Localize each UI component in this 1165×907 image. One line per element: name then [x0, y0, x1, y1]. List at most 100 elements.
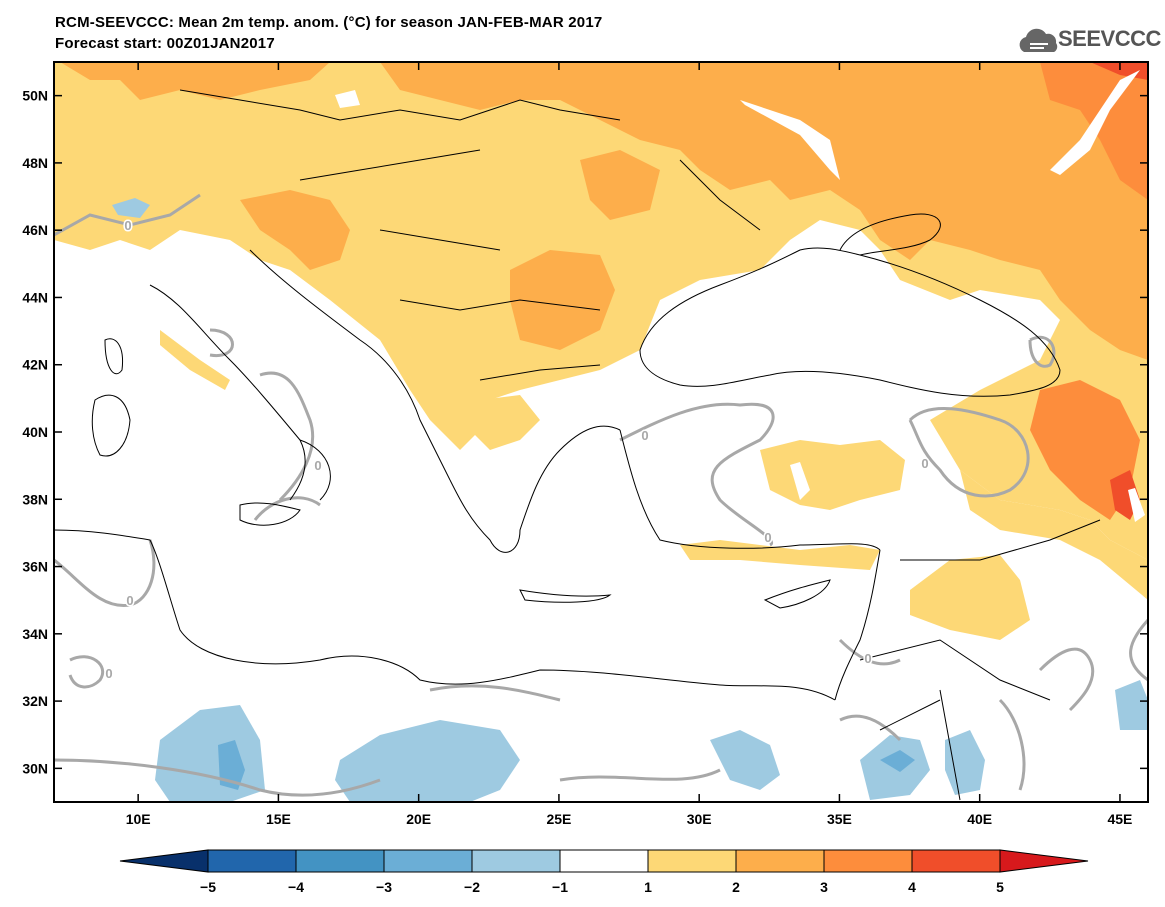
- lat-tick-label: 30N: [22, 760, 48, 776]
- longitude-axis: 10E 15E 20E 25E 30E 35E 40E 45E: [126, 62, 1132, 827]
- sicily: [239, 502, 301, 526]
- lat-tick-label: 38N: [22, 491, 48, 507]
- zero-contour-label: 0: [126, 593, 133, 608]
- zero-contour-sicily: [253, 496, 321, 521]
- colorbar: −5 −4 −3 −2 −1 1 2 3 4 5: [119, 849, 1089, 895]
- zero-contour-tyrrhenian: [259, 371, 315, 502]
- colorbar-label: −1: [552, 879, 568, 895]
- seevccc-cloud-logo-icon: [1019, 28, 1058, 52]
- anomaly-zone-2-3-north: [380, 62, 1148, 360]
- coastline-borders: [54, 89, 1101, 801]
- anomaly-zone-2-3-ukraine: [580, 150, 660, 220]
- azov-coast: [839, 213, 941, 256]
- latitude-axis: 50N 48N 46N 44N 42N 40N 38N 36N 34N 32N 30N: [22, 88, 1148, 776]
- zero-contour-africa-west: [54, 539, 156, 607]
- zero-contour-label: 0: [764, 530, 771, 545]
- colorbar-swatch: [471, 849, 561, 873]
- anomaly-zone-1-2-greece: [470, 395, 540, 450]
- anomaly-zone-2-3-west: [60, 62, 330, 100]
- anomaly-zone-neg-libya-core: [218, 740, 245, 790]
- anomaly-zone-neg-iran: [1115, 680, 1148, 730]
- colorbar-max-arrow: [999, 849, 1089, 873]
- anomaly-zone-neg-libya-east: [335, 720, 520, 802]
- lat-tick-label: 48N: [22, 155, 48, 171]
- zero-contour-tunisia: [68, 655, 105, 689]
- zero-contour-labels: 0 0 0 0 0 0 0 0: [104, 217, 930, 683]
- zero-contour-label: 0: [124, 218, 131, 233]
- colorbar-swatch: [295, 849, 385, 873]
- colorbar-swatch: [559, 849, 649, 873]
- zero-contour-label: 0: [921, 456, 928, 471]
- greece-coast: [449, 425, 621, 553]
- zero-contour-egypt: [429, 684, 721, 782]
- colorbar-label: −2: [464, 879, 480, 895]
- anomaly-zone-1-2-anatolia: [760, 440, 905, 510]
- zero-contour-blacksea: [1028, 336, 1056, 368]
- lon-tick-label: 45E: [1107, 811, 1132, 827]
- colorbar-label: 3: [820, 879, 828, 895]
- lon-tick-label: 15E: [266, 811, 291, 827]
- ukraine-streak: [740, 100, 840, 180]
- levant-coast: [834, 549, 881, 701]
- lon-tick-label: 40E: [967, 811, 992, 827]
- lat-tick-label: 36N: [22, 559, 48, 575]
- zero-contour-levant: [838, 638, 1095, 712]
- colorbar-label: 2: [732, 879, 740, 895]
- colorbar-label: 5: [996, 879, 1004, 895]
- colorbar-swatch: [735, 849, 825, 873]
- map-title: RCM-SEEVCCC: Mean 2m temp. anom. (°C) fo…: [55, 14, 603, 31]
- white-cutouts: [335, 70, 1145, 522]
- colorbar-label: −5: [200, 879, 216, 895]
- colorbar-swatch: [823, 849, 913, 873]
- zero-contour-label: 0: [314, 458, 321, 473]
- anomaly-zone-1-2-turkey: [960, 470, 1148, 600]
- lon-tick-label: 20E: [406, 811, 431, 827]
- armenia-patch: [1128, 488, 1145, 522]
- colorbar-label: −4: [288, 879, 304, 895]
- colorbar-swatch: [647, 849, 737, 873]
- north-africa-coast: [54, 529, 836, 701]
- lat-tick-label: 50N: [22, 88, 48, 104]
- zero-contour-arabia: [839, 698, 1026, 791]
- borders-europe: [179, 89, 761, 381]
- lat-tick-label: 34N: [22, 626, 48, 642]
- lon-tick-label: 30E: [687, 811, 712, 827]
- anomaly-zone-2-3-croatia: [240, 190, 350, 270]
- anomaly-fill-layer: [54, 62, 1148, 802]
- colorbar-swatch: [911, 849, 1001, 873]
- anomaly-zone-2-3-romania: [510, 250, 615, 350]
- colorbar-label: 1: [644, 879, 652, 895]
- zero-contour-iran: [1129, 618, 1148, 682]
- anomaly-zone-1-2-syria: [910, 555, 1030, 640]
- zero-contour-label: 0: [641, 428, 648, 443]
- russia-streak: [1050, 70, 1140, 175]
- corsica: [104, 338, 124, 375]
- anomaly-zone-neg-arabia-core: [880, 750, 915, 772]
- lat-tick-label: 44N: [22, 289, 48, 305]
- lat-tick-label: 46N: [22, 222, 48, 238]
- anomaly-zone-neg-iraq: [945, 730, 985, 795]
- forecast-start-label: Forecast start: 00Z01JAN2017: [55, 35, 275, 52]
- zero-contour-north: [54, 193, 201, 237]
- colorbar-label: −3: [376, 879, 392, 895]
- lat-tick-label: 42N: [22, 357, 48, 373]
- zero-contour-lines: [54, 193, 1148, 797]
- lat-tick-label: 32N: [22, 693, 48, 709]
- zero-contour-libya-south: [54, 758, 381, 797]
- zero-contour-anatolia: [619, 402, 775, 547]
- anomaly-zone-neg-alps: [112, 198, 150, 218]
- crete: [519, 589, 612, 603]
- adriatic-east-coast: [249, 249, 451, 481]
- lon-tick-label: 35E: [827, 811, 852, 827]
- colorbar-swatch: [383, 849, 473, 873]
- cyprus: [763, 579, 831, 609]
- lat-tick-label: 40N: [22, 424, 48, 440]
- lon-tick-label: 10E: [126, 811, 151, 827]
- zero-contour-turkey-east: [908, 407, 1030, 498]
- turkey-patch: [790, 462, 810, 500]
- lon-tick-label: 25E: [546, 811, 571, 827]
- hungary-patch: [335, 90, 360, 108]
- borders-middle-east: [859, 519, 1101, 801]
- sardinia: [91, 394, 131, 457]
